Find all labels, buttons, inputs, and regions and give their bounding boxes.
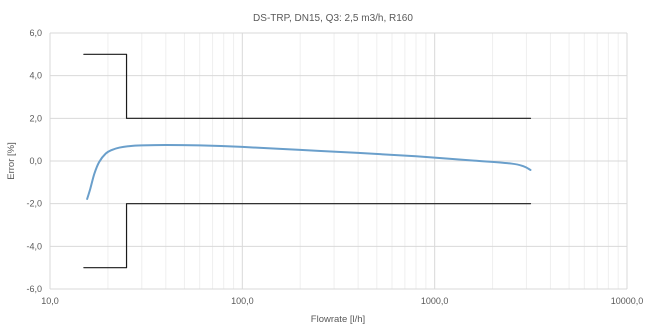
y-tick-label: -4,0 — [26, 241, 42, 251]
y-tick-label: 6,0 — [29, 28, 42, 38]
chart-title: DS-TRP, DN15, Q3: 2,5 m3/h, R160 — [253, 13, 413, 24]
series-layer — [83, 53, 532, 269]
y-axis-label: Error [%] — [6, 142, 17, 179]
x-axis-label: Flowrate [l/h] — [311, 314, 365, 325]
y-tick-label: 2,0 — [29, 113, 42, 123]
y-tick-label: 0,0 — [29, 156, 42, 166]
error-curve-line — [86, 144, 532, 200]
lower-limit-line — [83, 203, 532, 269]
y-tick-label: -6,0 — [26, 284, 42, 294]
x-tick-label: 10,0 — [41, 296, 59, 306]
x-tick-label: 10000,0 — [611, 296, 644, 306]
upper-limit-line — [83, 53, 532, 119]
y-tick-label: -2,0 — [26, 199, 42, 209]
x-tick-label: 100,0 — [231, 296, 254, 306]
x-tick-label: 1000,0 — [421, 296, 449, 306]
grid-layer — [49, 32, 628, 290]
y-tick-label: 4,0 — [29, 71, 42, 81]
tick-layer: 10,0 100,0 1000,0 10000,0 -6,0 -4,0 -2,0 0,0 2,0… — [26, 28, 643, 306]
